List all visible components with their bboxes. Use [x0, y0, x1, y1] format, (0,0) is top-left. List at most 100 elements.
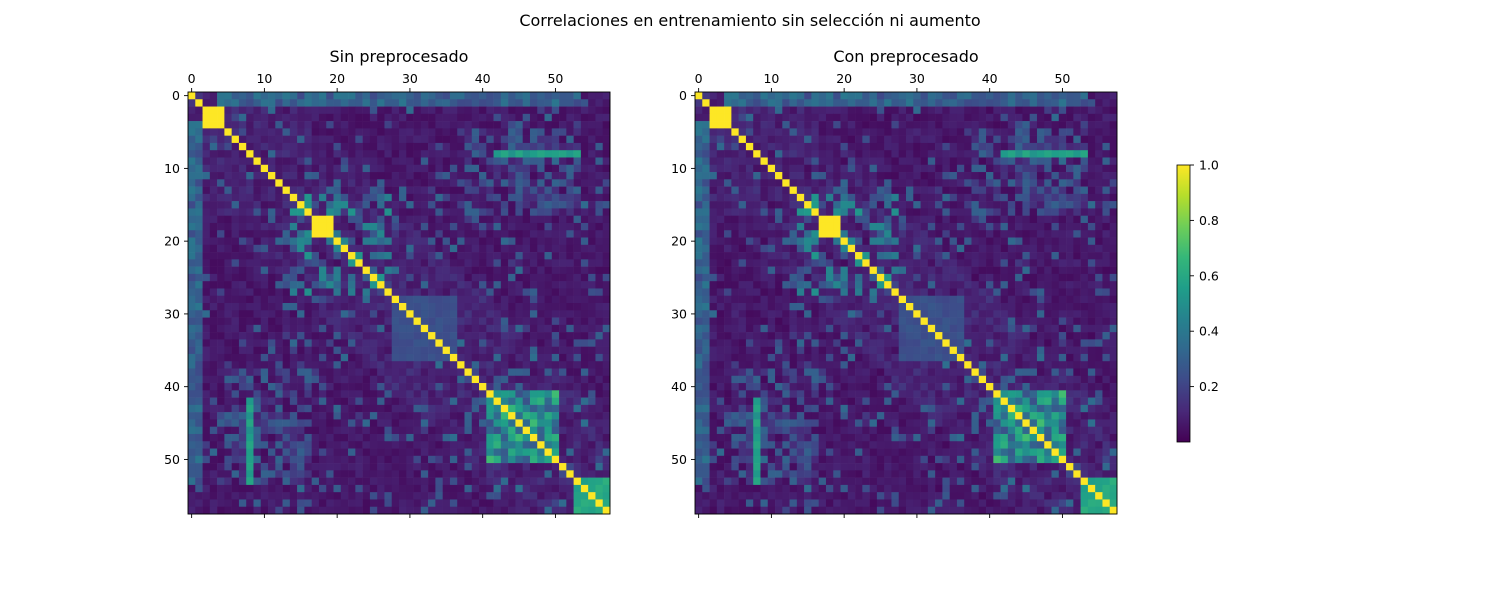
heatmap-cell [471, 193, 480, 202]
heatmap-cell [479, 499, 487, 508]
heatmap-cell [340, 397, 349, 406]
heatmap-cell [289, 157, 298, 166]
heatmap-cell [224, 259, 232, 267]
heatmap-cell [1058, 142, 1067, 151]
heatmap-cell [188, 375, 196, 384]
heatmap-cell [1095, 230, 1103, 238]
heatmap-cell [435, 142, 443, 151]
heatmap-cell [767, 179, 776, 187]
heatmap-cell [789, 237, 798, 246]
heatmap-cell [602, 499, 611, 508]
heatmap-cell [522, 164, 531, 173]
heatmap-cell [559, 252, 567, 260]
heatmap-cell [231, 353, 240, 362]
heatmap-cell [544, 339, 553, 347]
heatmap-cell [238, 252, 247, 260]
heatmap-cell [898, 215, 907, 224]
heatmap-cell [580, 201, 589, 209]
heatmap-cell [869, 128, 878, 136]
heatmap-cell [260, 266, 269, 275]
heatmap-cell [384, 121, 393, 129]
heatmap-cell [333, 281, 342, 289]
heatmap-cell [529, 419, 538, 427]
heatmap-cell [224, 419, 232, 427]
heatmap-cell [738, 273, 747, 282]
heatmap-cell [935, 201, 943, 209]
heatmap-cell [767, 164, 776, 173]
heatmap-cell [1080, 259, 1089, 267]
heatmap-cell [551, 317, 560, 326]
heatmap-cell [833, 266, 841, 275]
heatmap-cell [282, 317, 291, 326]
heatmap-cell [862, 230, 870, 238]
heatmap-cell [435, 404, 443, 413]
heatmap-cell [326, 222, 334, 231]
heatmap-cell [260, 397, 269, 406]
heatmap-cell [275, 506, 283, 515]
heatmap-cell [377, 208, 385, 216]
heatmap-cell [340, 339, 349, 347]
heatmap-cell [384, 492, 393, 500]
heatmap-cell [956, 222, 965, 231]
heatmap-cell [457, 463, 465, 471]
heatmap-cell [457, 288, 465, 297]
heatmap-cell [884, 179, 892, 187]
heatmap-cell [413, 383, 422, 391]
heatmap-cell [406, 353, 414, 362]
heatmap-cell [326, 208, 334, 216]
heatmap-cell [224, 397, 232, 406]
heatmap-cell [289, 237, 298, 246]
heatmap-cell [588, 113, 596, 122]
heatmap-cell [602, 186, 611, 195]
heatmap-cell [731, 113, 739, 122]
heatmap-cell [1102, 237, 1111, 246]
heatmap-cell [949, 150, 958, 158]
heatmap-cell [796, 193, 805, 202]
heatmap-cell [304, 215, 312, 224]
heatmap-cell [573, 361, 582, 369]
heatmap-cell [369, 317, 378, 326]
heatmap-cell [289, 433, 298, 442]
heatmap-cell [188, 310, 196, 318]
heatmap-cell [195, 266, 203, 275]
heatmap-cell [457, 383, 465, 391]
heatmap-cell [304, 353, 312, 362]
heatmap-cell [573, 492, 582, 500]
heatmap-cell [500, 346, 509, 355]
heatmap-cell [724, 142, 732, 151]
heatmap-cell [377, 99, 385, 107]
heatmap-cell [602, 455, 611, 464]
heatmap-cell [253, 339, 262, 347]
heatmap-cell [217, 339, 225, 347]
heatmap-cell [537, 193, 545, 202]
heatmap-cell [573, 383, 582, 391]
heatmap-cell [1087, 179, 1096, 187]
heatmap-cell [906, 281, 914, 289]
heatmap-cell [855, 186, 863, 195]
heatmap-cell [399, 201, 407, 209]
heatmap-cell [268, 506, 276, 515]
heatmap-cell [333, 172, 342, 180]
heatmap-cell [289, 164, 298, 173]
heatmap-cell [479, 259, 487, 267]
heatmap-cell [1044, 259, 1052, 267]
heatmap-cell [500, 150, 509, 158]
heatmap-cell [1015, 237, 1023, 246]
heatmap-cell [348, 375, 356, 384]
heatmap-cell [384, 142, 393, 151]
heatmap-cell [500, 113, 509, 122]
heatmap-cell [891, 252, 900, 260]
heatmap-cell [457, 113, 465, 122]
heatmap-cell [1044, 193, 1052, 202]
heatmap-cell [369, 426, 378, 435]
heatmap-cell [202, 99, 211, 107]
heatmap-cell [369, 222, 378, 231]
heatmap-cell [971, 164, 980, 173]
heatmap-cell [188, 303, 196, 311]
heatmap-cell [377, 346, 385, 355]
heatmap-cell [311, 463, 320, 471]
heatmap-cell [709, 281, 718, 289]
heatmap-cell [731, 237, 739, 246]
heatmap-cell [811, 106, 819, 115]
heatmap-cell [796, 128, 805, 136]
